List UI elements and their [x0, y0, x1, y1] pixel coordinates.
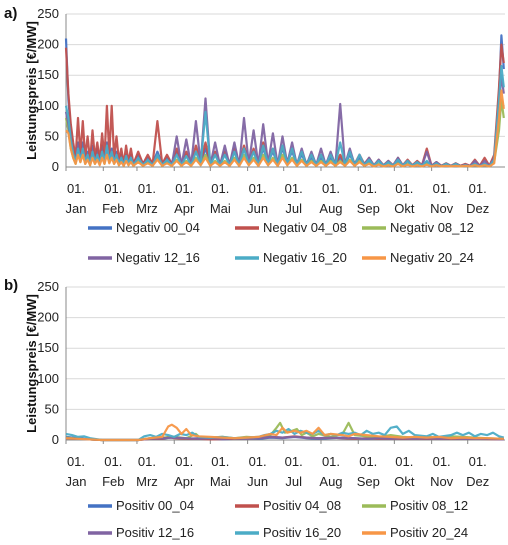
x-tick-label-day: 01. [175, 181, 193, 196]
x-tick-label-day: 01. [359, 454, 377, 469]
legend-label: Negativ 00_04 [116, 220, 200, 235]
y-tick-label: 200 [37, 310, 59, 325]
y-tick-label: 250 [37, 279, 59, 294]
x-tick-label-month: Nov [430, 474, 454, 489]
x-tick-label-month: Feb [102, 201, 124, 216]
legend-label: Positiv 12_16 [116, 525, 194, 540]
legend-label: Negativ 16_20 [263, 250, 347, 265]
x-tick-label-month: Mai [210, 201, 231, 216]
x-tick-label-month: Feb [102, 474, 124, 489]
legend-label: Negativ 20_24 [390, 250, 474, 265]
x-tick-label-month: Sep [357, 474, 380, 489]
x-tick-label-month: Jul [285, 474, 302, 489]
x-tick-label-day: 01. [322, 454, 340, 469]
x-tick-label-day: 01. [285, 454, 303, 469]
x-tick-label-day: 01. [138, 454, 156, 469]
x-tick-label-day: 01. [104, 181, 122, 196]
x-tick-label-month: Dez [466, 201, 489, 216]
x-tick-label-month: Jun [247, 474, 268, 489]
x-tick-label-month: Mai [210, 474, 231, 489]
panel-label: a) [4, 5, 17, 22]
x-tick-label-day: 01. [67, 181, 85, 196]
legend-label: Negativ 12_16 [116, 250, 200, 265]
x-tick-label-month: Sep [357, 201, 380, 216]
x-tick-label-month: Nov [430, 201, 454, 216]
x-tick-label-day: 01. [359, 181, 377, 196]
x-tick-label-day: 01. [322, 181, 340, 196]
legend-label: Negativ 08_12 [390, 220, 474, 235]
x-tick-label-day: 01. [395, 454, 413, 469]
legend-label: Positiv 08_12 [390, 498, 468, 513]
x-tick-label-day: 01. [469, 181, 487, 196]
y-axis-title: Leistungspreis [€/MW] [24, 294, 39, 433]
x-tick-label-day: 01. [285, 181, 303, 196]
y-tick-label: 0 [52, 159, 59, 174]
series-line-negativ-20-24 [65, 89, 505, 168]
x-tick-label-month: Apr [174, 201, 195, 216]
x-tick-label-month: Aug [319, 474, 342, 489]
x-tick-label-month: Jul [285, 201, 302, 216]
y-tick-label: 200 [37, 37, 59, 52]
legend-label: Positiv 04_08 [263, 498, 341, 513]
x-tick-label-month: Aug [319, 201, 342, 216]
y-axis-title: Leistungspreis [€/MW] [24, 21, 39, 160]
x-tick-label-day: 01. [433, 181, 451, 196]
x-tick-label-day: 01. [67, 454, 85, 469]
x-tick-label-month: Mrz [136, 474, 158, 489]
x-tick-label-day: 01. [249, 454, 267, 469]
x-tick-label-month: Okt [394, 201, 415, 216]
x-tick-label-day: 01. [138, 181, 156, 196]
x-tick-label-month: Jan [66, 474, 87, 489]
legend-label: Positiv 16_20 [263, 525, 341, 540]
y-tick-label: 0 [52, 432, 59, 447]
x-tick-label-day: 01. [175, 454, 193, 469]
panel-label: b) [4, 277, 18, 294]
x-tick-label-month: Okt [394, 474, 415, 489]
legend-label: Negativ 04_08 [263, 220, 347, 235]
x-tick-label-day: 01. [104, 454, 122, 469]
y-tick-label: 250 [37, 6, 59, 21]
y-tick-label: 100 [37, 371, 59, 386]
chart-panel-a: a) Leistungspreis [€/MW] 0 50 100 150 200 250 01… [4, 5, 505, 265]
y-tick-label: 150 [37, 67, 59, 82]
x-tick-label-day: 01. [395, 181, 413, 196]
x-tick-label-day: 01. [249, 181, 267, 196]
x-tick-label-month: Dez [466, 474, 489, 489]
series-line-negativ-16-20 [64, 64, 505, 168]
x-tick-label-day: 01. [211, 181, 229, 196]
x-tick-label-day: 01. [469, 454, 487, 469]
series-line-positiv-20-24 [65, 423, 504, 442]
chart-panel-b: b) Leistungspreis [€/MW] 0 50 100 150 200 250 01… [4, 277, 505, 540]
y-tick-label: 100 [37, 98, 59, 113]
legend-label: Positiv 20_24 [390, 525, 468, 540]
x-tick-label-month: Jun [247, 201, 268, 216]
series-line-positiv-12-16 [65, 435, 504, 442]
x-tick-label-day: 01. [433, 454, 451, 469]
x-tick-label-month: Jan [66, 201, 87, 216]
y-tick-label: 150 [37, 340, 59, 355]
y-tick-label: 50 [45, 128, 59, 143]
y-tick-label: 50 [45, 401, 59, 416]
x-tick-label-day: 01. [211, 454, 229, 469]
x-tick-label-month: Mrz [136, 201, 158, 216]
legend-label: Positiv 00_04 [116, 498, 194, 513]
x-tick-label-month: Apr [174, 474, 195, 489]
